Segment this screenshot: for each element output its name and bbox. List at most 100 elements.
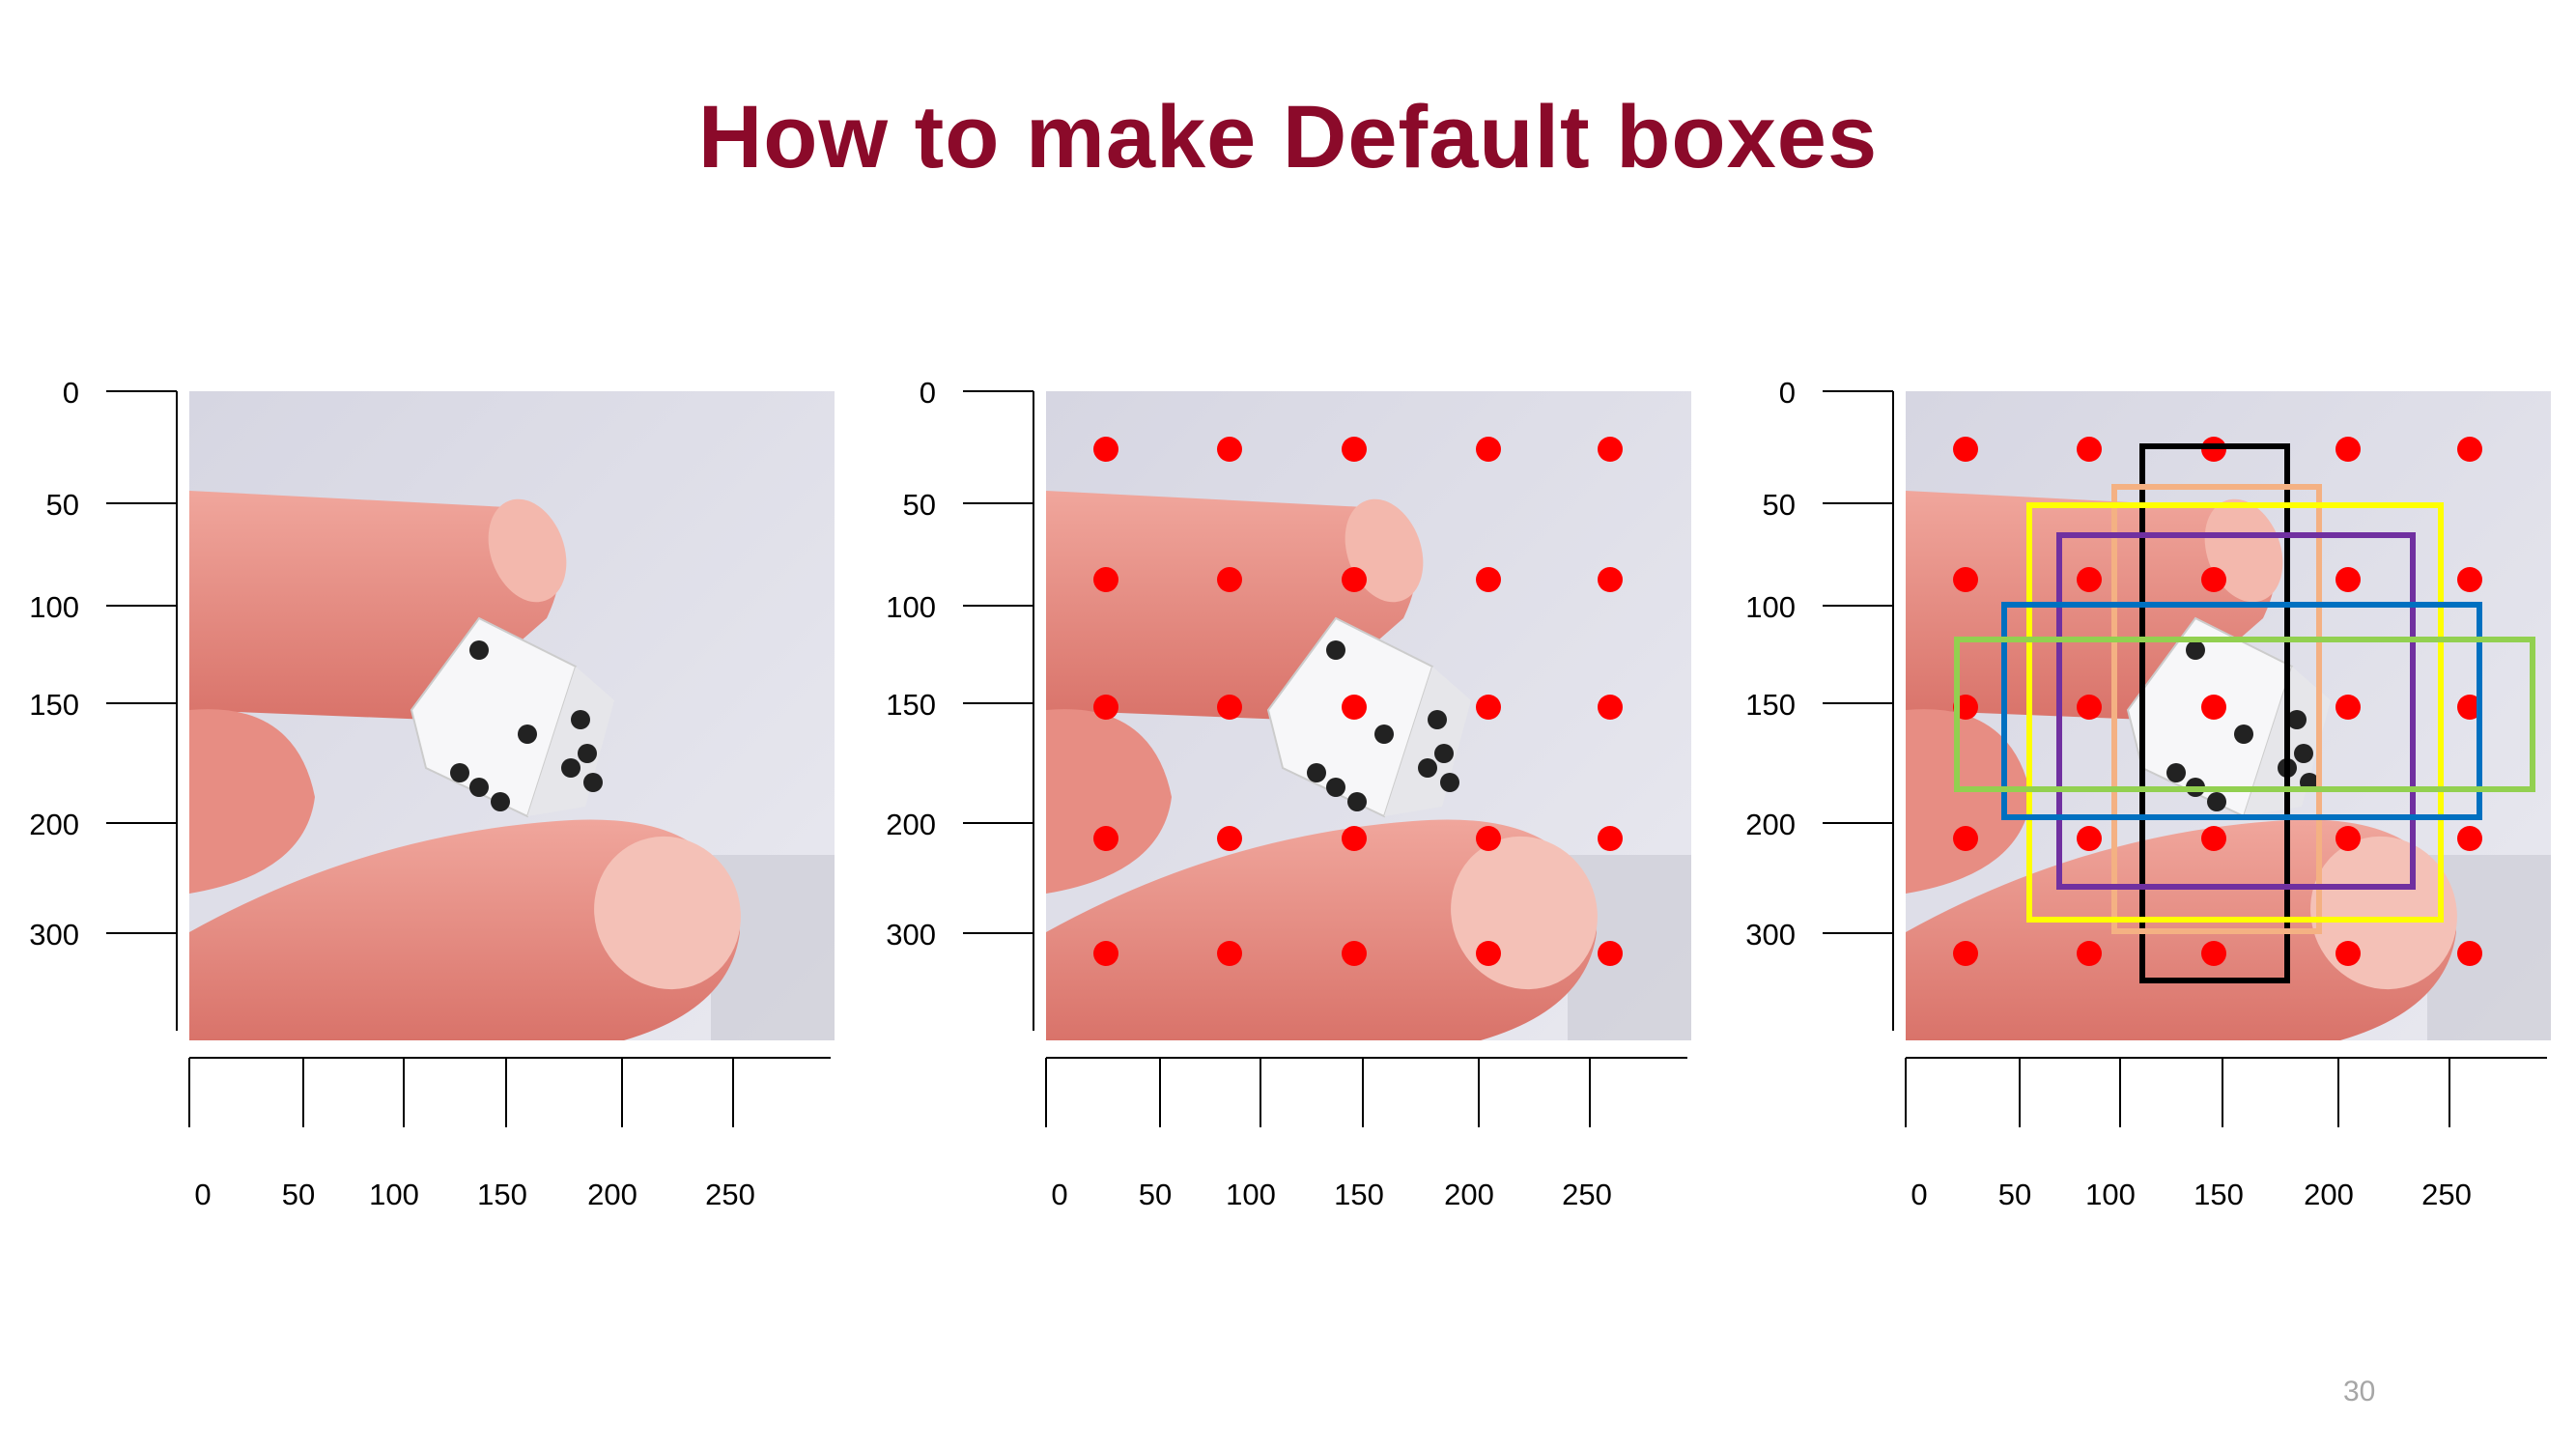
x-tick-label: 0 <box>1051 1178 1067 1211</box>
die <box>410 616 614 818</box>
center-point <box>2201 695 2226 720</box>
center-point <box>1093 826 1118 851</box>
y-axis: 0 50 100 150 200 300 <box>886 376 1034 1031</box>
center-point <box>1953 826 1978 851</box>
center-points <box>1093 437 1623 966</box>
y-tick-label: 0 <box>1779 376 1796 410</box>
y-tick-label: 150 <box>886 688 936 722</box>
center-point <box>1598 826 1623 851</box>
center-point <box>1217 695 1242 720</box>
center-point <box>2077 695 2102 720</box>
center-point <box>1476 437 1501 462</box>
center-point <box>1342 695 1367 720</box>
center-point <box>1953 437 1978 462</box>
center-point <box>2457 695 2482 720</box>
center-point <box>1598 695 1623 720</box>
x-axis: 0 50 100 150 200 250 <box>1905 1057 2547 1211</box>
center-point <box>1217 437 1242 462</box>
x-tick-label: 50 <box>282 1178 315 1211</box>
page-number: 30 <box>2343 1376 2376 1407</box>
default-boxes <box>1954 443 2535 983</box>
center-point <box>1598 437 1623 462</box>
x-tick-label: 50 <box>1998 1178 2031 1211</box>
center-point <box>2077 437 2102 462</box>
center-point <box>1093 567 1118 592</box>
center-point <box>1093 695 1118 720</box>
y-tick-label: 300 <box>29 918 79 952</box>
center-point <box>1093 941 1118 966</box>
x-tick-label: 50 <box>1139 1178 1172 1211</box>
x-tick-label: 250 <box>705 1178 755 1211</box>
image-panel-original: 0 50 100 150 200 300 0 50 100 150 200 250 <box>0 357 908 1246</box>
center-point <box>2335 437 2361 462</box>
y-tick-label: 100 <box>1745 590 1796 624</box>
x-tick-label: 150 <box>1334 1178 1384 1211</box>
center-point <box>1476 567 1501 592</box>
center-point <box>1598 941 1623 966</box>
x-tick-label: 100 <box>1226 1178 1276 1211</box>
panel-illustration: 0 50 100 150 200 300 0 50 100 150 200 250 <box>29 376 835 1211</box>
default-box-yellow-box <box>2026 502 2444 923</box>
x-tick-label: 150 <box>2194 1178 2244 1211</box>
center-point <box>2201 941 2226 966</box>
y-axis: 0 50 100 150 200 300 <box>1745 376 1894 1031</box>
center-point <box>1476 826 1501 851</box>
y-tick-label: 150 <box>1745 688 1796 722</box>
center-points <box>1953 437 2482 966</box>
y-tick-label: 0 <box>63 376 79 410</box>
center-point <box>1342 437 1367 462</box>
center-point <box>1217 826 1242 851</box>
x-tick-label: 150 <box>477 1178 527 1211</box>
x-tick-label: 200 <box>2304 1178 2354 1211</box>
center-point <box>2335 695 2361 720</box>
default-box-black-box <box>2139 443 2290 983</box>
image-panel-center-points: 0 50 100 150 200 300 0 50 100 150 200 250 <box>857 357 1765 1246</box>
center-point <box>2457 437 2482 462</box>
center-point <box>2457 567 2482 592</box>
center-point <box>2077 826 2102 851</box>
y-tick-label: 0 <box>920 376 936 410</box>
default-box-green-box <box>1954 637 2535 792</box>
y-axis: 0 50 100 150 200 300 <box>29 376 178 1031</box>
dice-photo <box>189 391 835 1040</box>
center-point <box>1953 567 1978 592</box>
center-point <box>2201 826 2226 851</box>
center-point <box>2077 567 2102 592</box>
center-point <box>1217 941 1242 966</box>
center-point <box>1476 941 1501 966</box>
x-tick-label: 0 <box>1911 1178 1927 1211</box>
center-point <box>2335 826 2361 851</box>
center-point <box>1476 695 1501 720</box>
center-point <box>2457 941 2482 966</box>
center-point <box>2335 567 2361 592</box>
x-tick-label: 100 <box>2085 1178 2136 1211</box>
y-tick-label: 100 <box>886 590 936 624</box>
center-point <box>1342 826 1367 851</box>
x-tick-label: 200 <box>587 1178 637 1211</box>
panel-illustration: 0 50 100 150 200 300 0 50 100 150 200 250 <box>1745 376 2551 1211</box>
slide-title: How to make Default boxes <box>697 88 1879 186</box>
center-point <box>1217 567 1242 592</box>
center-point <box>2201 567 2226 592</box>
center-point <box>1093 437 1118 462</box>
y-tick-label: 50 <box>1763 488 1796 522</box>
y-tick-label: 50 <box>903 488 936 522</box>
center-point <box>2335 941 2361 966</box>
center-point <box>2077 941 2102 966</box>
default-box-peach-box <box>2111 484 2322 934</box>
y-tick-label: 200 <box>29 808 79 841</box>
x-tick-label: 250 <box>2421 1178 2472 1211</box>
center-point <box>1953 941 1978 966</box>
y-tick-label: 200 <box>1745 808 1796 841</box>
panel-illustration: 0 50 100 150 200 300 0 50 100 150 200 250 <box>886 376 1691 1211</box>
y-tick-label: 50 <box>46 488 79 522</box>
center-point <box>1598 567 1623 592</box>
x-axis: 0 50 100 150 200 250 <box>188 1057 831 1211</box>
default-box-purple-box <box>2056 532 2416 890</box>
center-point <box>1342 941 1367 966</box>
y-tick-label: 300 <box>886 918 936 952</box>
default-box-blue-box <box>2001 602 2482 820</box>
center-point <box>2457 826 2482 851</box>
image-panel-default-boxes: 0 50 100 150 200 300 0 50 100 150 200 250 <box>1716 357 2576 1246</box>
x-tick-label: 0 <box>194 1178 211 1211</box>
